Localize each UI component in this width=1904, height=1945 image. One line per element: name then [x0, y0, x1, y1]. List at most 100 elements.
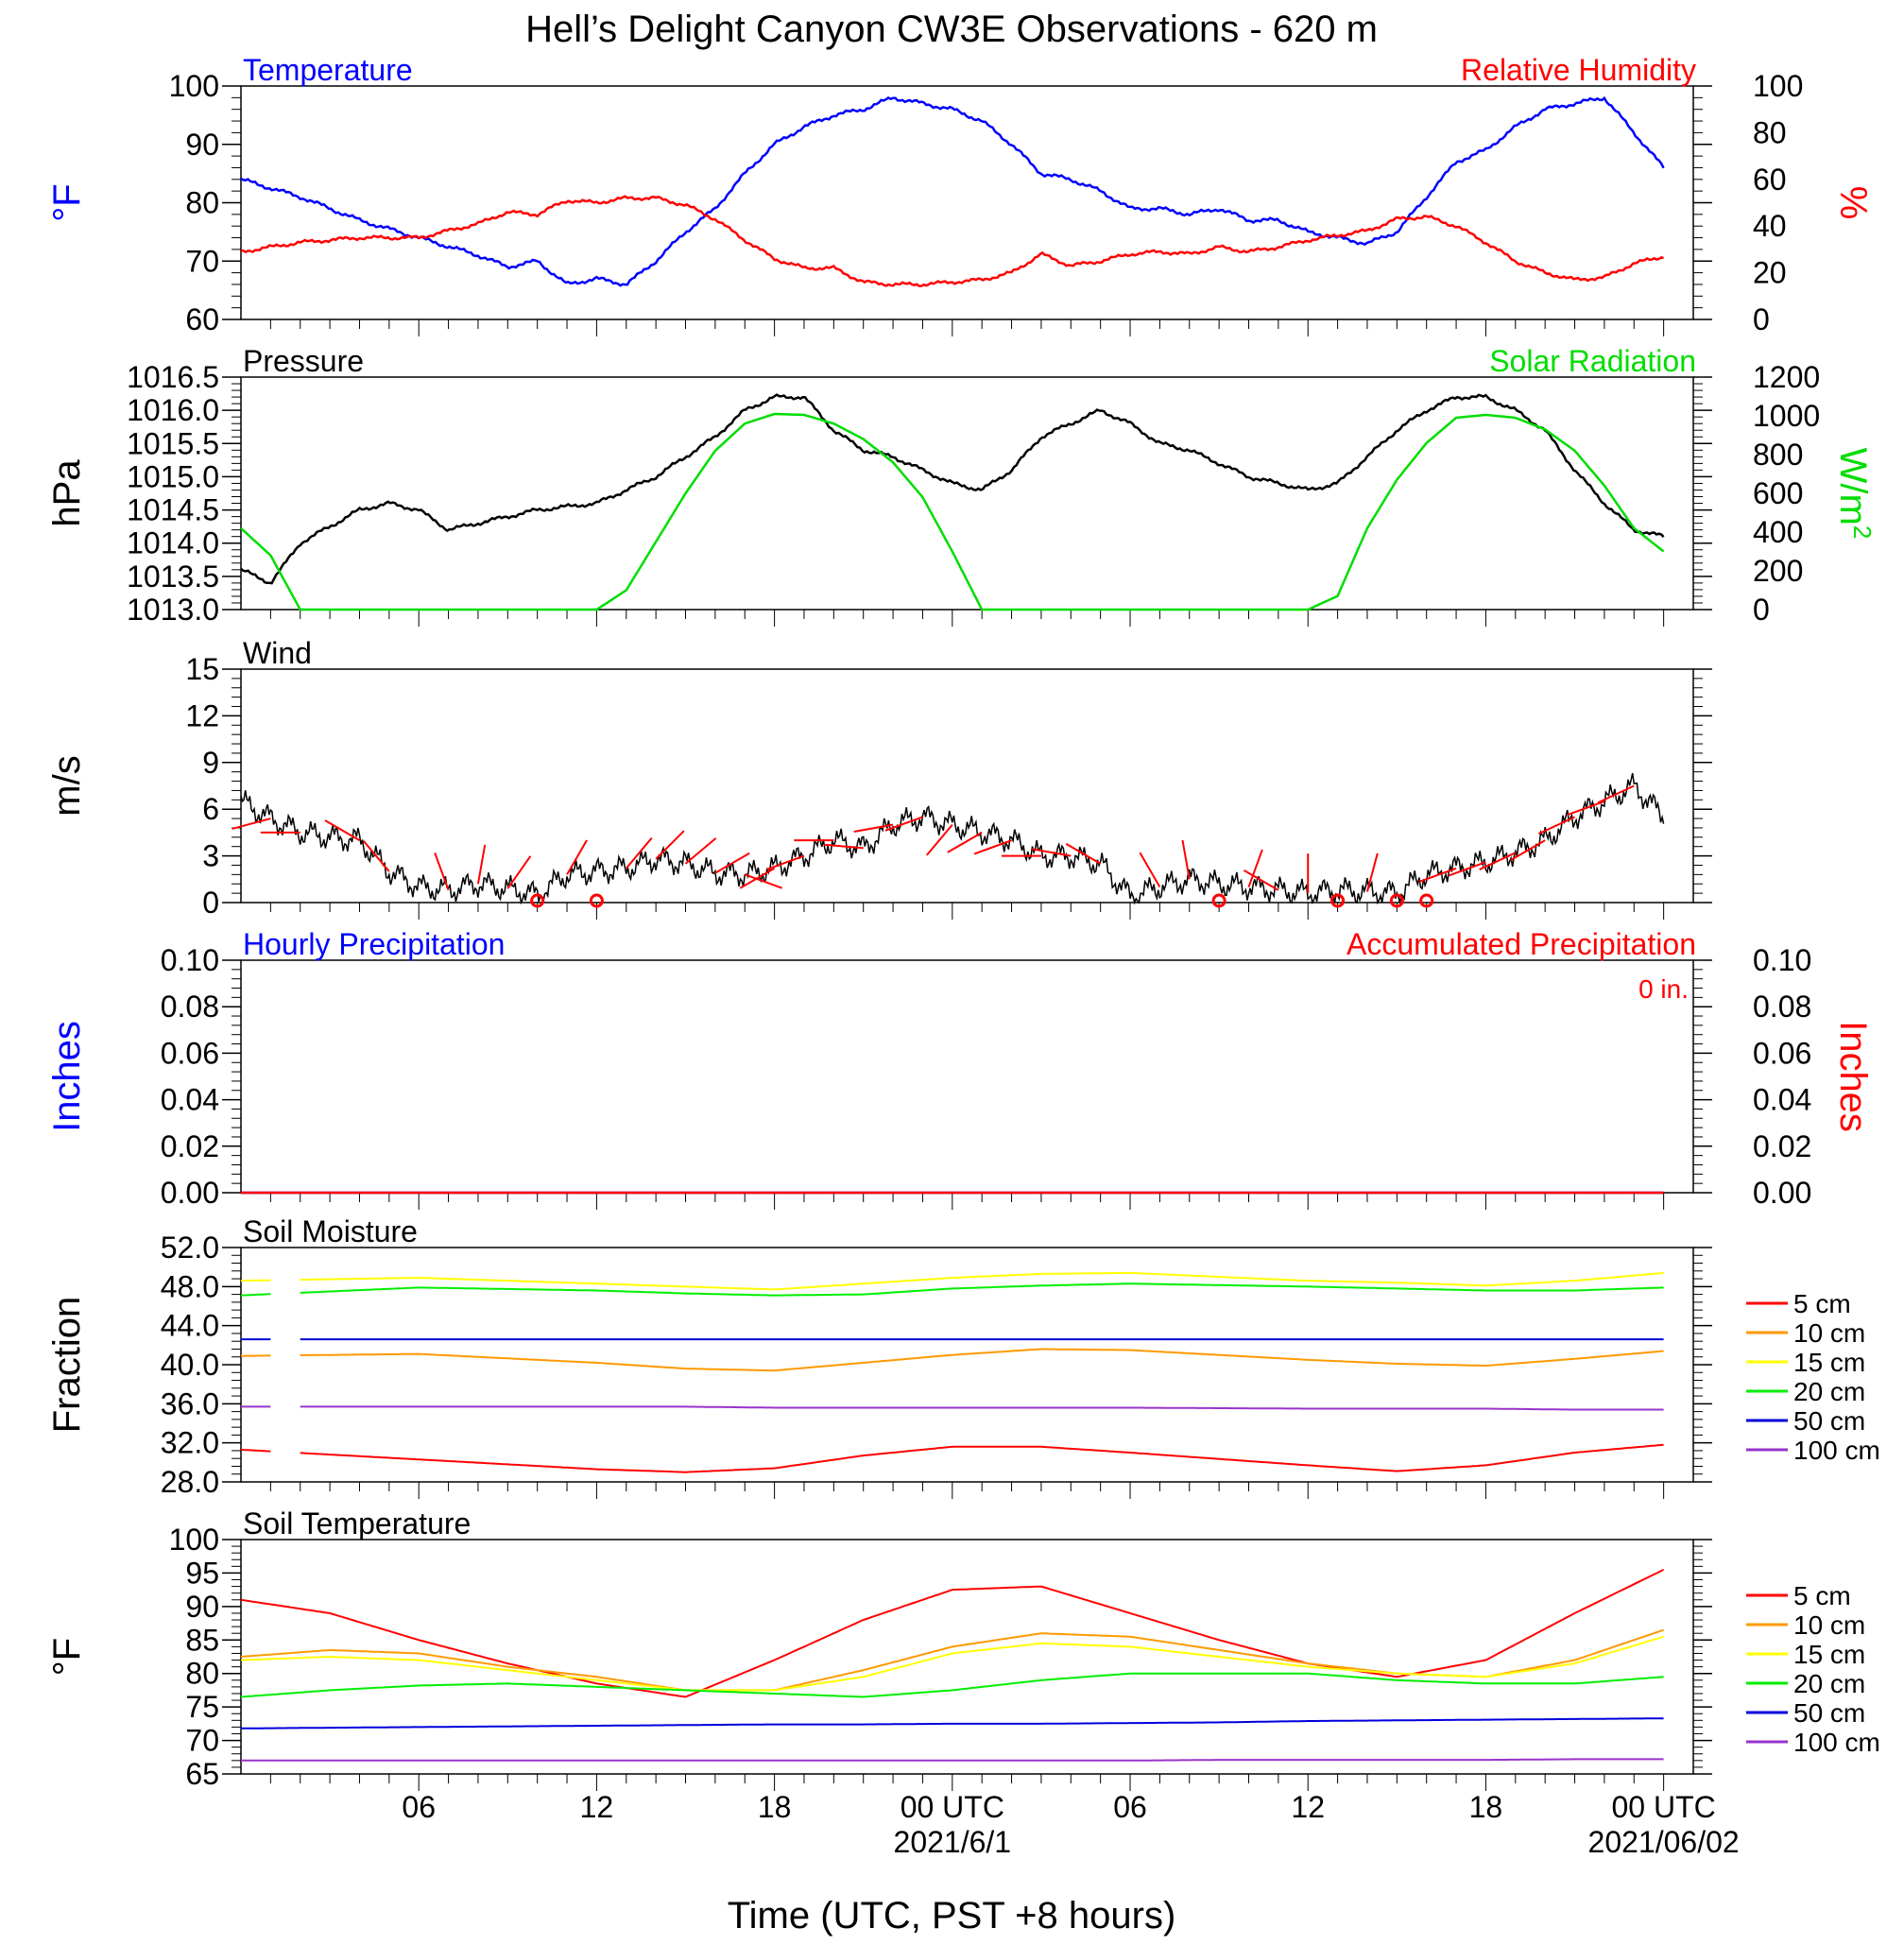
y-axis-label-left: hPa [46, 459, 88, 527]
y-right-tick-label: 80 [1753, 115, 1787, 149]
series-line [240, 1293, 271, 1297]
y-tick-label: 44.0 [161, 1309, 219, 1343]
wind-barb [1031, 848, 1072, 857]
wind-barb [1139, 852, 1161, 888]
x-axis-label: Time (UTC, PST +8 hours) [728, 1895, 1176, 1936]
y-tick-label: 90 [185, 1590, 219, 1624]
wind-barb [739, 867, 776, 889]
y-right-tick-label: 400 [1753, 515, 1803, 549]
y-tick-label: 1013.0 [127, 593, 219, 627]
wind-calm-circle [530, 893, 545, 908]
y-right-tick-label: 1000 [1753, 399, 1820, 433]
y-tick-label: 80 [185, 1657, 219, 1691]
wind-barb [1243, 869, 1279, 891]
series-line [241, 1758, 1664, 1762]
y-axis-label-left: Inches [46, 1021, 88, 1132]
y-tick-label: 28.0 [161, 1465, 219, 1499]
y-tick-label: 85 [185, 1623, 219, 1657]
wind-barb [1567, 800, 1605, 817]
series-line [240, 772, 1665, 905]
wind-barb [476, 844, 487, 885]
y-tick-label: 100 [169, 1523, 219, 1557]
wind-barb [973, 839, 1012, 855]
series-line [240, 1672, 1664, 1698]
y-tick-label: 1014.5 [127, 493, 219, 527]
wind-barb [1479, 852, 1517, 870]
wind-barb [823, 843, 864, 850]
figure-title: Hell’s Delight Canyon CW3E Observations … [525, 9, 1378, 50]
y-tick-label: 3 [202, 839, 219, 873]
wind-barb [1418, 867, 1457, 884]
panel-title-left: Pressure [243, 344, 364, 378]
panel-title-left: Soil Temperature [243, 1506, 471, 1541]
x-tick-label: 18 [758, 1790, 792, 1824]
panel-title-right: Relative Humidity [1461, 53, 1696, 87]
panel-pressure-solar: 1013.01013.51014.01014.51015.01015.51016… [46, 344, 1877, 627]
wind-barb [232, 818, 271, 830]
y-axis-label-right: Inches [1832, 1021, 1874, 1132]
x-tick-label: 12 [1291, 1790, 1325, 1824]
y-axis-label-left: °F [46, 183, 88, 221]
legend-label: 100 cm [1793, 1728, 1880, 1757]
x-tick-label: 00 UTC [1612, 1790, 1716, 1824]
wind-barb [626, 836, 653, 869]
x-tick-label: 18 [1469, 1790, 1503, 1824]
y-tick-label: 1016.0 [127, 393, 219, 427]
series-line [300, 1443, 1664, 1473]
panel-title-left: Soil Moisture [243, 1214, 418, 1248]
y-tick-label: 60 [185, 302, 219, 336]
wind-barb [714, 852, 750, 874]
legend-label: 20 cm [1793, 1377, 1865, 1406]
x-tick-label: 00 UTC [901, 1790, 1004, 1824]
y-axis-label-right: % [1832, 186, 1874, 220]
legend-label: 50 cm [1793, 1406, 1865, 1436]
panel-frame [240, 376, 1694, 611]
x-tick-label: 06 [1113, 1790, 1147, 1824]
wind-barb [363, 840, 390, 872]
wind-calm-circle [1389, 893, 1404, 908]
y-tick-label: 15 [185, 652, 219, 686]
wind-calm-circle [589, 893, 604, 908]
y-right-tick-label: 60 [1753, 163, 1787, 197]
legend-label: 15 cm [1793, 1348, 1865, 1377]
y-right-tick-label: 200 [1753, 554, 1803, 588]
y-tick-label: 48.0 [161, 1269, 219, 1303]
series-line [300, 1405, 1664, 1411]
series-line [240, 1568, 1665, 1698]
y-tick-label: 9 [202, 746, 219, 780]
wind-calm-circle [1211, 893, 1226, 908]
x-tick-label: 12 [580, 1790, 614, 1824]
x-tick-label: 06 [402, 1790, 436, 1824]
wind-barb [884, 816, 923, 832]
y-axis-label-sup: 2 [1848, 525, 1877, 539]
y-tick-label: 0.00 [161, 1176, 219, 1210]
series-line [241, 1717, 1664, 1730]
series-line [240, 412, 1665, 611]
y-tick-label: 0.10 [161, 943, 219, 977]
y-tick-label: 0.04 [161, 1083, 219, 1117]
x-date-label: 2021/06/02 [1588, 1825, 1740, 1859]
panel-wind: 0 3 6 9 12 15 Wind m/s [46, 636, 1712, 920]
y-right-tick-label: 100 [1753, 69, 1803, 103]
y-right-tick-label: 0 [1753, 593, 1770, 627]
y-tick-label: 1013.5 [127, 559, 219, 594]
y-right-tick-label: 0.10 [1753, 943, 1811, 977]
wind-barb [506, 855, 532, 889]
wind-barb [434, 852, 450, 891]
wind-barb [566, 839, 588, 875]
series-line [300, 1348, 1664, 1372]
panel-title-right: Accumulated Precipitation [1347, 927, 1696, 961]
y-axis-label-left: °F [46, 1638, 88, 1676]
panel-title-left: Temperature [243, 53, 413, 87]
series-line [300, 1282, 1664, 1297]
wind-barb [324, 819, 360, 841]
wind-barb [1247, 849, 1263, 887]
y-tick-label: 52.0 [161, 1231, 219, 1265]
y-right-tick-label: 0 [1753, 302, 1770, 336]
series-line [240, 95, 1665, 287]
y-tick-label: 100 [169, 69, 219, 103]
wind-barb [1597, 784, 1635, 804]
legend-label: 50 cm [1793, 1698, 1865, 1728]
